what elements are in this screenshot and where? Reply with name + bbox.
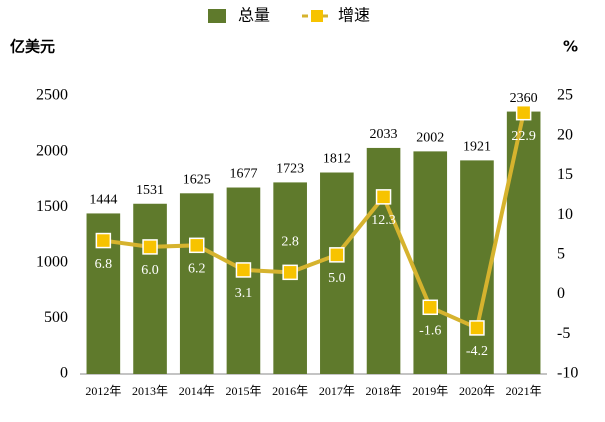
- y2-tick-label: -5: [557, 325, 570, 342]
- line-value-label: 6.8: [95, 257, 113, 272]
- bar-value-label: 2033: [370, 127, 398, 142]
- y-tick-label: 1500: [36, 198, 68, 215]
- marker: [422, 299, 438, 316]
- legend-label: 增速: [338, 6, 370, 25]
- marker: [375, 189, 392, 205]
- x-tick-label: 2020年: [459, 384, 495, 398]
- y-tick-label: 0: [60, 365, 68, 382]
- marker: [95, 232, 112, 249]
- x-tick-label: 2018年: [366, 384, 402, 398]
- line-value-label: 6.2: [188, 262, 206, 277]
- y-tick-label: 2500: [36, 87, 68, 104]
- marker: [515, 104, 532, 121]
- y-tick-label: 1000: [36, 253, 68, 270]
- x-tick-label: 2013年: [132, 384, 168, 398]
- marker: [189, 237, 205, 254]
- marker: [142, 239, 158, 255]
- bar: [226, 187, 261, 374]
- line-value-label: -1.6: [419, 323, 441, 338]
- legend-swatch: [208, 9, 226, 23]
- x-tick-label: 2017年: [319, 384, 355, 398]
- marker: [469, 320, 485, 336]
- line-value-label: 5.0: [328, 271, 346, 286]
- marker: [329, 247, 345, 263]
- x-tick-label: 2014年: [179, 384, 215, 398]
- y2-tick-label: 20: [557, 126, 573, 143]
- y2-tick-label: 10: [557, 206, 573, 223]
- bar-value-label: 1677: [229, 167, 257, 182]
- bar-value-label: 1812: [323, 152, 351, 167]
- marker: [235, 262, 252, 278]
- legend-marker: [311, 10, 323, 22]
- line-value-label: 12.3: [371, 213, 396, 228]
- line-value-label: 3.1: [235, 286, 253, 301]
- y2-tick-label: 5: [557, 246, 565, 263]
- y-axis-label: 亿美元: [10, 38, 55, 56]
- y2-tick-label: -10: [557, 365, 578, 382]
- line-value-label: 6.0: [141, 263, 159, 278]
- bar-value-label: 2360: [510, 91, 538, 106]
- y2-tick-label: 25: [557, 87, 573, 104]
- bar: [133, 203, 167, 374]
- x-tick-label: 2016年: [272, 384, 308, 398]
- legend-label: 总量: [238, 6, 270, 25]
- growth-line: [103, 112, 526, 331]
- bar: [366, 147, 401, 374]
- line-value-label: -4.2: [466, 344, 488, 359]
- bar: [506, 111, 541, 375]
- bar-value-label: 1723: [276, 162, 304, 177]
- y-tick-label: 2000: [36, 142, 68, 159]
- bar-value-label: 2002: [416, 131, 444, 146]
- y2-axis-label: %: [563, 38, 578, 56]
- y-tick-label: 500: [44, 309, 68, 326]
- y2-tick-label: 0: [557, 285, 565, 302]
- x-tick-label: 2012年: [85, 384, 121, 398]
- bar: [413, 151, 448, 374]
- bar: [179, 193, 214, 374]
- line-value-label: 2.8: [281, 235, 299, 250]
- bar: [320, 172, 354, 374]
- x-tick-label: 2021年: [506, 384, 542, 398]
- bar-value-label: 1921: [463, 140, 491, 155]
- x-tick-label: 2015年: [225, 384, 261, 398]
- marker: [282, 264, 298, 281]
- y2-tick-label: 15: [557, 166, 573, 183]
- x-tick-label: 2019年: [412, 384, 448, 398]
- bar-value-label: 1625: [183, 173, 211, 188]
- bar-value-label: 1444: [89, 193, 117, 208]
- line-value-label: 22.9: [511, 129, 536, 144]
- bar-value-label: 1531: [136, 183, 164, 198]
